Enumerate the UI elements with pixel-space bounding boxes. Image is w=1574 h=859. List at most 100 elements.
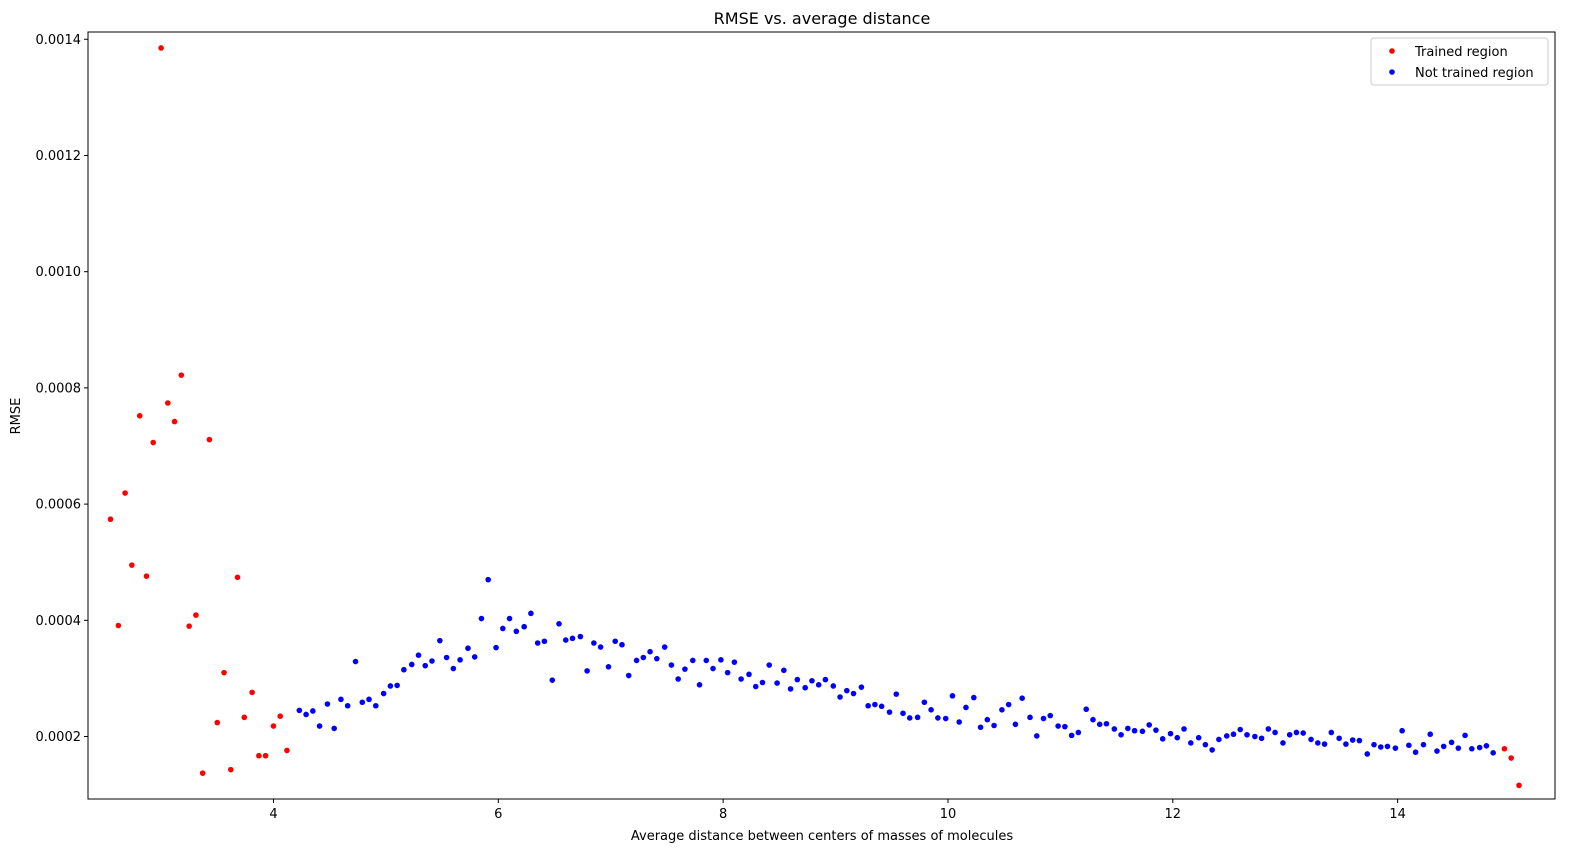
data-point <box>227 766 234 773</box>
data-point <box>935 715 941 721</box>
data-point <box>1392 745 1399 751</box>
data-point <box>1083 706 1090 713</box>
data-point <box>485 576 491 583</box>
data-point <box>1501 745 1508 752</box>
y-tick-label: 0.0002 <box>36 730 82 745</box>
y-axis-label: RMSE <box>9 398 24 435</box>
data-point <box>1399 727 1405 734</box>
data-point <box>971 694 977 701</box>
data-point <box>234 574 241 581</box>
x-axis: 4 6 8 10 12 14 <box>269 799 1406 822</box>
data-point <box>1090 716 1096 723</box>
data-point <box>675 676 681 682</box>
data-point <box>1159 736 1166 742</box>
data-point <box>115 622 122 629</box>
data-point <box>206 436 213 443</box>
data-point <box>1005 701 1012 708</box>
data-point <box>597 644 604 650</box>
data-point <box>324 701 331 707</box>
data-point <box>241 714 248 721</box>
data-point <box>865 702 871 709</box>
data-point <box>1237 726 1244 733</box>
data-point <box>1216 736 1222 743</box>
plot-frame <box>87 31 1556 800</box>
data-point <box>310 708 316 714</box>
y-tick-label: 0.0006 <box>36 498 82 513</box>
data-point <box>1343 741 1349 747</box>
data-point <box>1062 723 1068 730</box>
data-point <box>802 684 808 691</box>
data-point <box>284 747 290 754</box>
y-tick-label: 0.0010 <box>36 265 82 280</box>
data-point <box>1230 731 1237 738</box>
data-point <box>1336 735 1342 742</box>
data-point <box>1055 723 1061 729</box>
data-point <box>921 699 928 706</box>
data-point <box>214 719 221 726</box>
data-point <box>359 699 366 706</box>
x-tick-label: 8 <box>719 807 727 822</box>
data-point <box>746 671 752 678</box>
legend-marker <box>1389 69 1395 75</box>
data-point <box>738 676 744 682</box>
data-point <box>1174 734 1181 741</box>
data-point <box>401 666 407 673</box>
data-point <box>178 372 185 378</box>
data-point <box>914 714 921 721</box>
data-point <box>774 680 780 686</box>
legend-box <box>1370 37 1549 86</box>
data-point <box>408 661 415 668</box>
data-point <box>1131 727 1138 734</box>
data-point <box>661 644 668 650</box>
data-point <box>1068 732 1075 739</box>
data-point <box>1440 743 1447 750</box>
data-point <box>143 573 150 579</box>
data-point <box>465 645 471 652</box>
data-point <box>493 644 499 651</box>
data-point <box>1462 732 1468 739</box>
data-point <box>752 683 759 690</box>
data-point <box>759 679 766 686</box>
data-point <box>122 490 128 496</box>
data-point <box>1187 740 1194 746</box>
data-point <box>591 640 597 646</box>
data-point <box>689 657 696 664</box>
series-trained-region <box>107 45 1522 789</box>
data-point <box>107 516 114 523</box>
data-point <box>562 637 569 643</box>
data-point <box>710 665 716 672</box>
data-point <box>858 684 865 690</box>
data-point <box>1096 721 1103 728</box>
data-point <box>534 640 541 646</box>
y-tick-label: 0.0004 <box>36 614 82 629</box>
data-point <box>822 676 829 683</box>
data-point <box>1300 730 1306 736</box>
data-point <box>612 638 619 645</box>
data-point <box>1356 737 1363 744</box>
data-point <box>437 637 443 644</box>
data-point <box>1019 695 1025 701</box>
data-point <box>1293 729 1300 736</box>
data-point <box>500 625 506 632</box>
data-point <box>640 654 647 661</box>
data-point <box>1516 782 1522 789</box>
data-point <box>380 690 387 697</box>
data-point <box>991 722 997 729</box>
data-point <box>850 690 857 697</box>
data-point <box>781 667 787 674</box>
data-point <box>352 658 359 665</box>
data-point <box>1315 740 1321 746</box>
data-point <box>977 724 984 731</box>
data-point <box>1412 749 1419 756</box>
data-point <box>1286 731 1293 738</box>
data-point <box>999 707 1005 713</box>
data-point <box>577 633 584 640</box>
data-point <box>1490 750 1496 756</box>
data-point <box>478 615 485 622</box>
data-point <box>984 716 991 723</box>
y-tick-label: 0.0012 <box>36 149 82 164</box>
data-point <box>1209 747 1215 753</box>
data-point <box>1476 744 1483 751</box>
data-point <box>1377 744 1384 750</box>
data-point <box>521 623 527 630</box>
